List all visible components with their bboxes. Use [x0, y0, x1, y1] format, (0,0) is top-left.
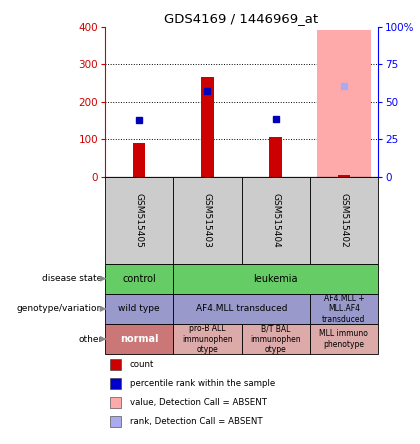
Text: GSM515402: GSM515402 — [339, 193, 348, 247]
Text: GSM515405: GSM515405 — [135, 193, 144, 248]
Text: percentile rank within the sample: percentile rank within the sample — [129, 379, 275, 388]
FancyBboxPatch shape — [110, 360, 121, 370]
FancyBboxPatch shape — [110, 378, 121, 389]
Bar — [270, 137, 282, 177]
FancyBboxPatch shape — [310, 294, 378, 324]
Text: disease state: disease state — [42, 274, 102, 283]
Text: other: other — [78, 334, 102, 344]
Text: count: count — [129, 360, 154, 369]
FancyBboxPatch shape — [105, 294, 173, 324]
Text: B/T BAL
immunophen
otype: B/T BAL immunophen otype — [250, 324, 301, 354]
FancyBboxPatch shape — [241, 177, 310, 263]
Text: normal: normal — [120, 334, 158, 344]
FancyBboxPatch shape — [110, 397, 121, 408]
FancyBboxPatch shape — [110, 416, 121, 427]
Text: GSM515404: GSM515404 — [271, 193, 280, 247]
FancyBboxPatch shape — [310, 177, 378, 263]
Text: AF4.MLL +
MLL.AF4
transduced: AF4.MLL + MLL.AF4 transduced — [322, 294, 365, 324]
FancyBboxPatch shape — [173, 263, 378, 294]
Text: leukemia: leukemia — [253, 274, 298, 284]
Text: AF4.MLL transduced: AF4.MLL transduced — [196, 304, 287, 313]
FancyBboxPatch shape — [310, 324, 378, 354]
Bar — [133, 143, 145, 177]
Text: MLL immuno
phenotype: MLL immuno phenotype — [320, 329, 368, 349]
FancyBboxPatch shape — [105, 263, 173, 294]
Title: GDS4169 / 1446969_at: GDS4169 / 1446969_at — [165, 12, 318, 25]
Text: wild type: wild type — [118, 304, 160, 313]
Bar — [201, 77, 213, 177]
Text: genotype/variation: genotype/variation — [16, 304, 102, 313]
FancyBboxPatch shape — [105, 177, 173, 263]
Text: control: control — [122, 274, 156, 284]
FancyBboxPatch shape — [241, 324, 310, 354]
FancyBboxPatch shape — [105, 324, 173, 354]
Text: pro-B ALL
immunophen
otype: pro-B ALL immunophen otype — [182, 324, 233, 354]
FancyBboxPatch shape — [173, 177, 241, 263]
Text: rank, Detection Call = ABSENT: rank, Detection Call = ABSENT — [129, 417, 262, 426]
Bar — [317, 30, 371, 177]
FancyBboxPatch shape — [173, 294, 310, 324]
Text: value, Detection Call = ABSENT: value, Detection Call = ABSENT — [129, 398, 267, 407]
FancyBboxPatch shape — [173, 324, 241, 354]
Bar — [338, 175, 350, 177]
Text: GSM515403: GSM515403 — [203, 193, 212, 248]
